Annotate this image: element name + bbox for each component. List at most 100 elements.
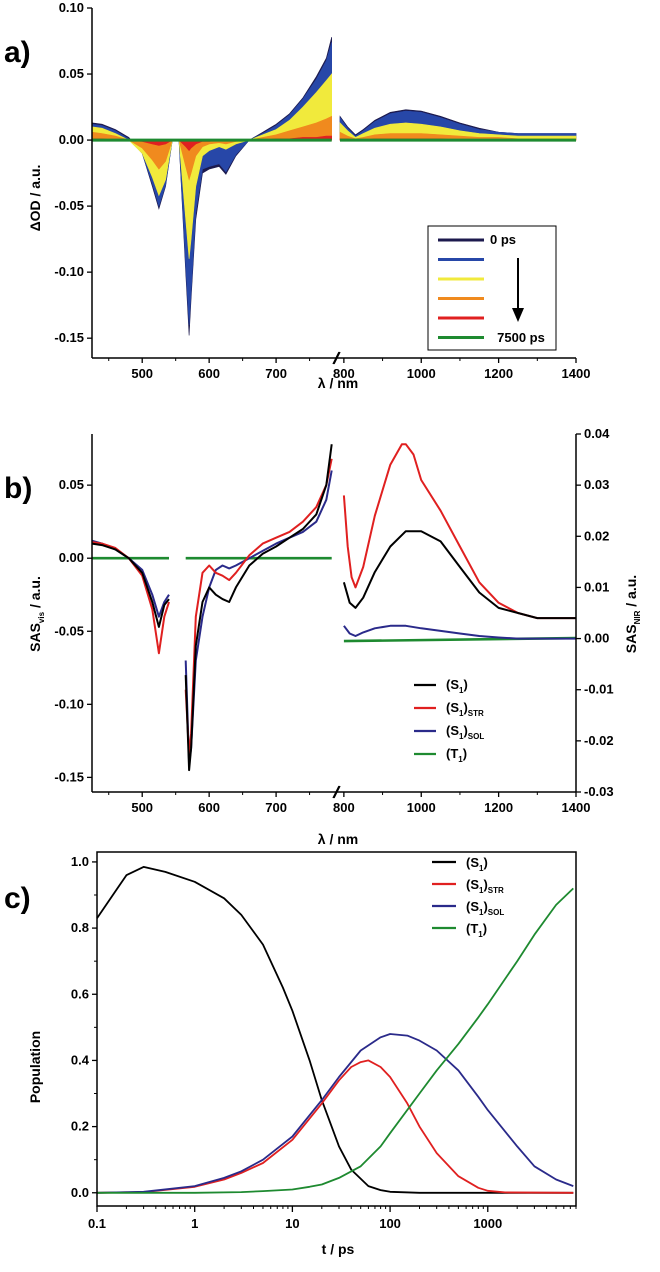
panel-b-right-y-axis-label: SASNIR / a.u. bbox=[623, 575, 642, 653]
legend-label-main: (S bbox=[466, 855, 479, 870]
legend-swatches bbox=[438, 238, 484, 339]
legend-label-sub2: SOL bbox=[488, 908, 505, 917]
y-right-tick-label: 0.00 bbox=[584, 631, 609, 646]
panel-c-x-axis-label: t / ps bbox=[322, 1241, 355, 1257]
x-tick-label: 10 bbox=[285, 1216, 299, 1231]
legend-label-main: (T bbox=[466, 921, 478, 936]
x-tick-label: 500 bbox=[131, 800, 153, 815]
legend-label-sub: 1 bbox=[459, 732, 464, 741]
legend-label-sub: 1 bbox=[479, 908, 484, 917]
legend-label-end: ) bbox=[483, 877, 487, 892]
panel-c-y-axis-label: Population bbox=[27, 1031, 43, 1103]
x-tick-label: 1000 bbox=[473, 1216, 502, 1231]
legend-label-(S1): (S1) bbox=[466, 855, 488, 873]
panel-c-label: c) bbox=[4, 882, 31, 915]
y-left-tick-label: 0.00 bbox=[59, 550, 84, 565]
y-tick-label: 0.6 bbox=[71, 986, 89, 1001]
legend-label-sub: 1 bbox=[479, 864, 484, 873]
y-tick-label: -0.10 bbox=[54, 264, 84, 279]
legend-label-main: (S bbox=[466, 877, 479, 892]
panel-c-axes: 0.1 1 10 100 1000 1.0 0.8 0.6 0.4 0.2 0.0 bbox=[71, 851, 577, 1231]
sas-vis-(S1) bbox=[91, 444, 333, 772]
y-tick-label: 0.8 bbox=[71, 920, 89, 935]
x-tick-label: 1000 bbox=[407, 366, 436, 381]
legend-frame bbox=[427, 225, 557, 351]
y-tick-label: -0.05 bbox=[54, 198, 84, 213]
x-tick-label: 600 bbox=[198, 366, 220, 381]
x-tick-label: 100 bbox=[379, 1216, 401, 1231]
y-right-tick-label: -0.01 bbox=[584, 682, 614, 697]
population-(S1)SOL bbox=[96, 1033, 574, 1194]
legend-label-main: (T bbox=[446, 746, 458, 761]
panel-b: b) 500 600 700 800 1000 1200 1400 0.05 0.00 -0.05… bbox=[4, 426, 642, 847]
axis-break-mark bbox=[332, 351, 340, 365]
y-left-tick-label: 0.05 bbox=[59, 477, 84, 492]
spectrum-area-vis-3 bbox=[91, 115, 332, 181]
y-right-tick-label: -0.02 bbox=[584, 733, 614, 748]
population-(S1) bbox=[96, 866, 574, 1194]
sas-nir-(S1)SOL bbox=[343, 624, 576, 640]
axis-break-mark bbox=[333, 351, 341, 365]
x-tick-label: 700 bbox=[265, 366, 287, 381]
legend-first-label: 0 ps bbox=[490, 232, 516, 247]
panel-b-x-axis-label: λ / nm bbox=[318, 831, 358, 847]
legend-label-end: ) bbox=[463, 723, 467, 738]
legend-label-(S1)STR: (S1)STR bbox=[466, 877, 504, 895]
population-(S1)STR bbox=[96, 1059, 574, 1194]
legend-label-(S1)STR: (S1)STR bbox=[446, 700, 484, 718]
axis-break-mark bbox=[333, 785, 341, 799]
x-tick-label: 1000 bbox=[407, 800, 436, 815]
legend-time-arrow-head bbox=[512, 308, 524, 322]
x-tick-label: 1200 bbox=[484, 800, 513, 815]
x-tick-label: 1400 bbox=[562, 366, 591, 381]
y-right-tick-label: 0.03 bbox=[584, 477, 609, 492]
y-right-tick-label: 0.01 bbox=[584, 579, 609, 594]
spectrum-area-vis-1 bbox=[91, 42, 332, 326]
x-tick-label: 800 bbox=[333, 800, 355, 815]
sas-vis-(S1)SOL bbox=[91, 470, 333, 764]
y-tick-label: 0.00 bbox=[59, 132, 84, 147]
legend-label-main: (S bbox=[466, 899, 479, 914]
legend-label-sub2: SOL bbox=[468, 732, 485, 741]
legend-label-(S1)SOL: (S1)SOL bbox=[466, 899, 504, 917]
sas-vis-(S1)STR bbox=[91, 458, 333, 757]
legend-label-sub: 1 bbox=[459, 709, 464, 718]
legend-label-(T1): (T1) bbox=[446, 746, 467, 764]
y-tick-label: 0.0 bbox=[71, 1185, 89, 1200]
y-tick-label: -0.15 bbox=[54, 330, 84, 345]
y-right-tick-label: 0.04 bbox=[584, 426, 610, 441]
legend-label-main: (S bbox=[446, 677, 459, 692]
y-right-tick-label: -0.03 bbox=[584, 784, 614, 799]
panel-a-label: a) bbox=[4, 36, 31, 69]
panel-c-legend: (S1)(S1)STR(S1)SOL(T1) bbox=[432, 855, 504, 939]
legend-label-sub2: STR bbox=[488, 886, 504, 895]
legend-label-end: ) bbox=[463, 746, 467, 761]
legend-label-sub: 1 bbox=[459, 686, 464, 695]
panel-a-axes: 500 600 700 800 1000 1200 1400 0.10 0.05 0.00 -0.0… bbox=[54, 0, 590, 381]
legend-last-label: 7500 ps bbox=[497, 330, 545, 345]
panel-b-label: b) bbox=[4, 472, 32, 505]
legend-label-main: (S bbox=[446, 723, 459, 738]
x-tick-label: 800 bbox=[333, 366, 355, 381]
y-tick-label: 0.10 bbox=[59, 0, 84, 15]
y-tick-label: 0.4 bbox=[71, 1052, 90, 1067]
legend-label-sub: 1 bbox=[458, 755, 463, 764]
panel-c: c) 0.1 1 10 100 1000 1.0 0.8 0.6 0.4 0.2 0.0 t / p… bbox=[4, 851, 577, 1257]
y-left-tick-label: -0.15 bbox=[54, 769, 84, 784]
population-(T1) bbox=[97, 887, 574, 1194]
sas-nir-(S1) bbox=[342, 530, 576, 620]
x-tick-label: 0.1 bbox=[88, 1216, 106, 1231]
y-left-tick-label: -0.10 bbox=[54, 696, 84, 711]
legend-label-(T1): (T1) bbox=[466, 921, 487, 939]
panel-b-legend: (S1)(S1)STR(S1)SOL(T1) bbox=[414, 677, 484, 764]
x-tick-label: 1200 bbox=[484, 366, 513, 381]
plot-frame bbox=[96, 851, 577, 1207]
panel-b-left-y-axis-label: SASvis / a.u. bbox=[27, 576, 46, 652]
legend-label-(S1)SOL: (S1)SOL bbox=[446, 723, 484, 741]
x-tick-label: 1 bbox=[191, 1216, 198, 1231]
y-tick-label: 1.0 bbox=[71, 854, 89, 869]
panel-a-y-axis-label: ΔOD / a.u. bbox=[27, 165, 43, 232]
x-tick-label: 700 bbox=[265, 800, 287, 815]
legend-label-sub2: STR bbox=[468, 709, 484, 718]
